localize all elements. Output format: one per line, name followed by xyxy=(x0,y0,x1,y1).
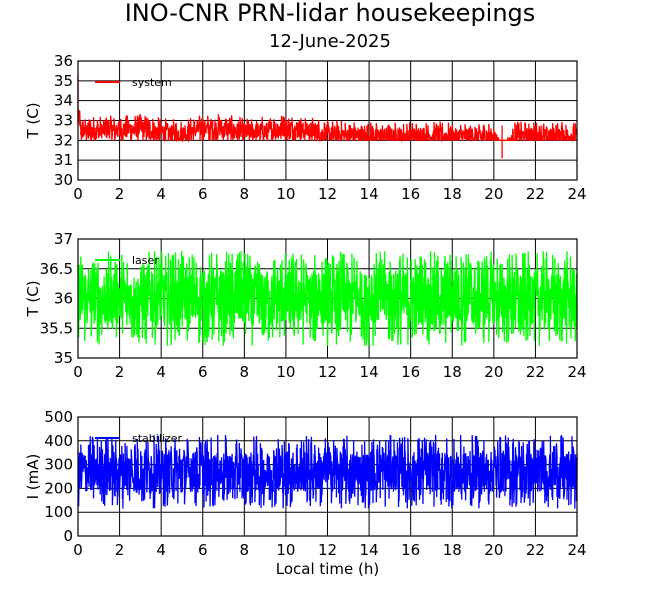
y-tick-label: 200 xyxy=(44,479,73,497)
y-tick-label: 400 xyxy=(44,432,73,450)
y-tick-label: 35 xyxy=(54,349,73,367)
plot-frame xyxy=(77,60,578,181)
x-tick-label: 10 xyxy=(276,541,295,559)
chart-subtitle: 12-June-2025 xyxy=(269,31,391,52)
x-tick-label: 24 xyxy=(567,363,586,381)
x-tick-label: 10 xyxy=(276,185,295,203)
x-tick-label: 18 xyxy=(443,363,462,381)
x-tick-label: 2 xyxy=(115,185,125,203)
x-tick-label: 18 xyxy=(443,541,462,559)
x-tick-label: 16 xyxy=(401,185,420,203)
x-tick-label: 6 xyxy=(198,363,208,381)
y-axis-label: T (C) xyxy=(24,280,42,317)
x-tick-label: 16 xyxy=(401,363,420,381)
x-tick-label: 14 xyxy=(360,363,379,381)
x-tick-label: 0 xyxy=(73,541,83,559)
y-tick-label: 0 xyxy=(63,527,73,545)
x-tick-label: 4 xyxy=(156,185,166,203)
series-stabilizer-line xyxy=(77,434,578,509)
x-tick-label: 14 xyxy=(360,185,379,203)
x-tick-label: 8 xyxy=(240,185,250,203)
plot-frame xyxy=(77,416,578,537)
plot-frame xyxy=(77,238,578,359)
x-tick-label: 12 xyxy=(318,541,337,559)
x-tick-label: 24 xyxy=(567,541,586,559)
x-tick-label: 20 xyxy=(484,185,503,203)
x-tick-label: 10 xyxy=(276,363,295,381)
x-tick-label: 8 xyxy=(240,363,250,381)
x-tick-label: 22 xyxy=(526,363,545,381)
x-tick-label: 6 xyxy=(198,185,208,203)
y-tick-label: 36 xyxy=(54,52,73,70)
x-tick-label: 4 xyxy=(156,541,166,559)
x-tick-label: 12 xyxy=(318,363,337,381)
x-tick-label: 16 xyxy=(401,541,420,559)
x-tick-label: 18 xyxy=(443,185,462,203)
y-tick-label: 35 xyxy=(54,72,73,90)
y-tick-label: 500 xyxy=(44,408,73,426)
y-tick-label: 34 xyxy=(54,92,73,110)
x-tick-label: 20 xyxy=(484,363,503,381)
x-tick-label: 6 xyxy=(198,541,208,559)
x-tick-label: 2 xyxy=(115,541,125,559)
x-tick-label: 8 xyxy=(240,541,250,559)
legend-system-label: system xyxy=(132,76,172,89)
y-tick-label: 31 xyxy=(54,151,73,169)
y-tick-label: 35.5 xyxy=(40,319,73,337)
y-tick-label: 100 xyxy=(44,503,73,521)
x-tick-label: 22 xyxy=(526,541,545,559)
x-tick-label: 20 xyxy=(484,541,503,559)
y-axis-label: T (C) xyxy=(24,102,42,139)
y-tick-label: 36.5 xyxy=(40,260,73,278)
x-tick-label: 4 xyxy=(156,363,166,381)
y-tick-label: 36 xyxy=(54,290,73,308)
x-axis-label: Local time (h) xyxy=(276,560,380,578)
y-tick-label: 30 xyxy=(54,171,73,189)
x-tick-label: 2 xyxy=(115,363,125,381)
legend-laser-label: laser xyxy=(132,254,159,267)
chart-title: INO-CNR PRN-lidar housekeepings xyxy=(124,0,536,27)
x-tick-label: 0 xyxy=(73,363,83,381)
x-tick-label: 12 xyxy=(318,185,337,203)
y-tick-label: 300 xyxy=(44,456,73,474)
y-axis-label: I (mA) xyxy=(24,454,42,500)
x-tick-label: 22 xyxy=(526,185,545,203)
series-laser-line xyxy=(77,250,578,346)
y-tick-label: 32 xyxy=(54,131,73,149)
y-tick-label: 37 xyxy=(54,230,73,248)
legend-stabilizer-label: stabilizer xyxy=(132,432,182,445)
x-tick-label: 14 xyxy=(360,541,379,559)
y-tick-label: 33 xyxy=(54,112,73,130)
x-tick-label: 24 xyxy=(567,185,586,203)
x-tick-label: 0 xyxy=(73,185,83,203)
